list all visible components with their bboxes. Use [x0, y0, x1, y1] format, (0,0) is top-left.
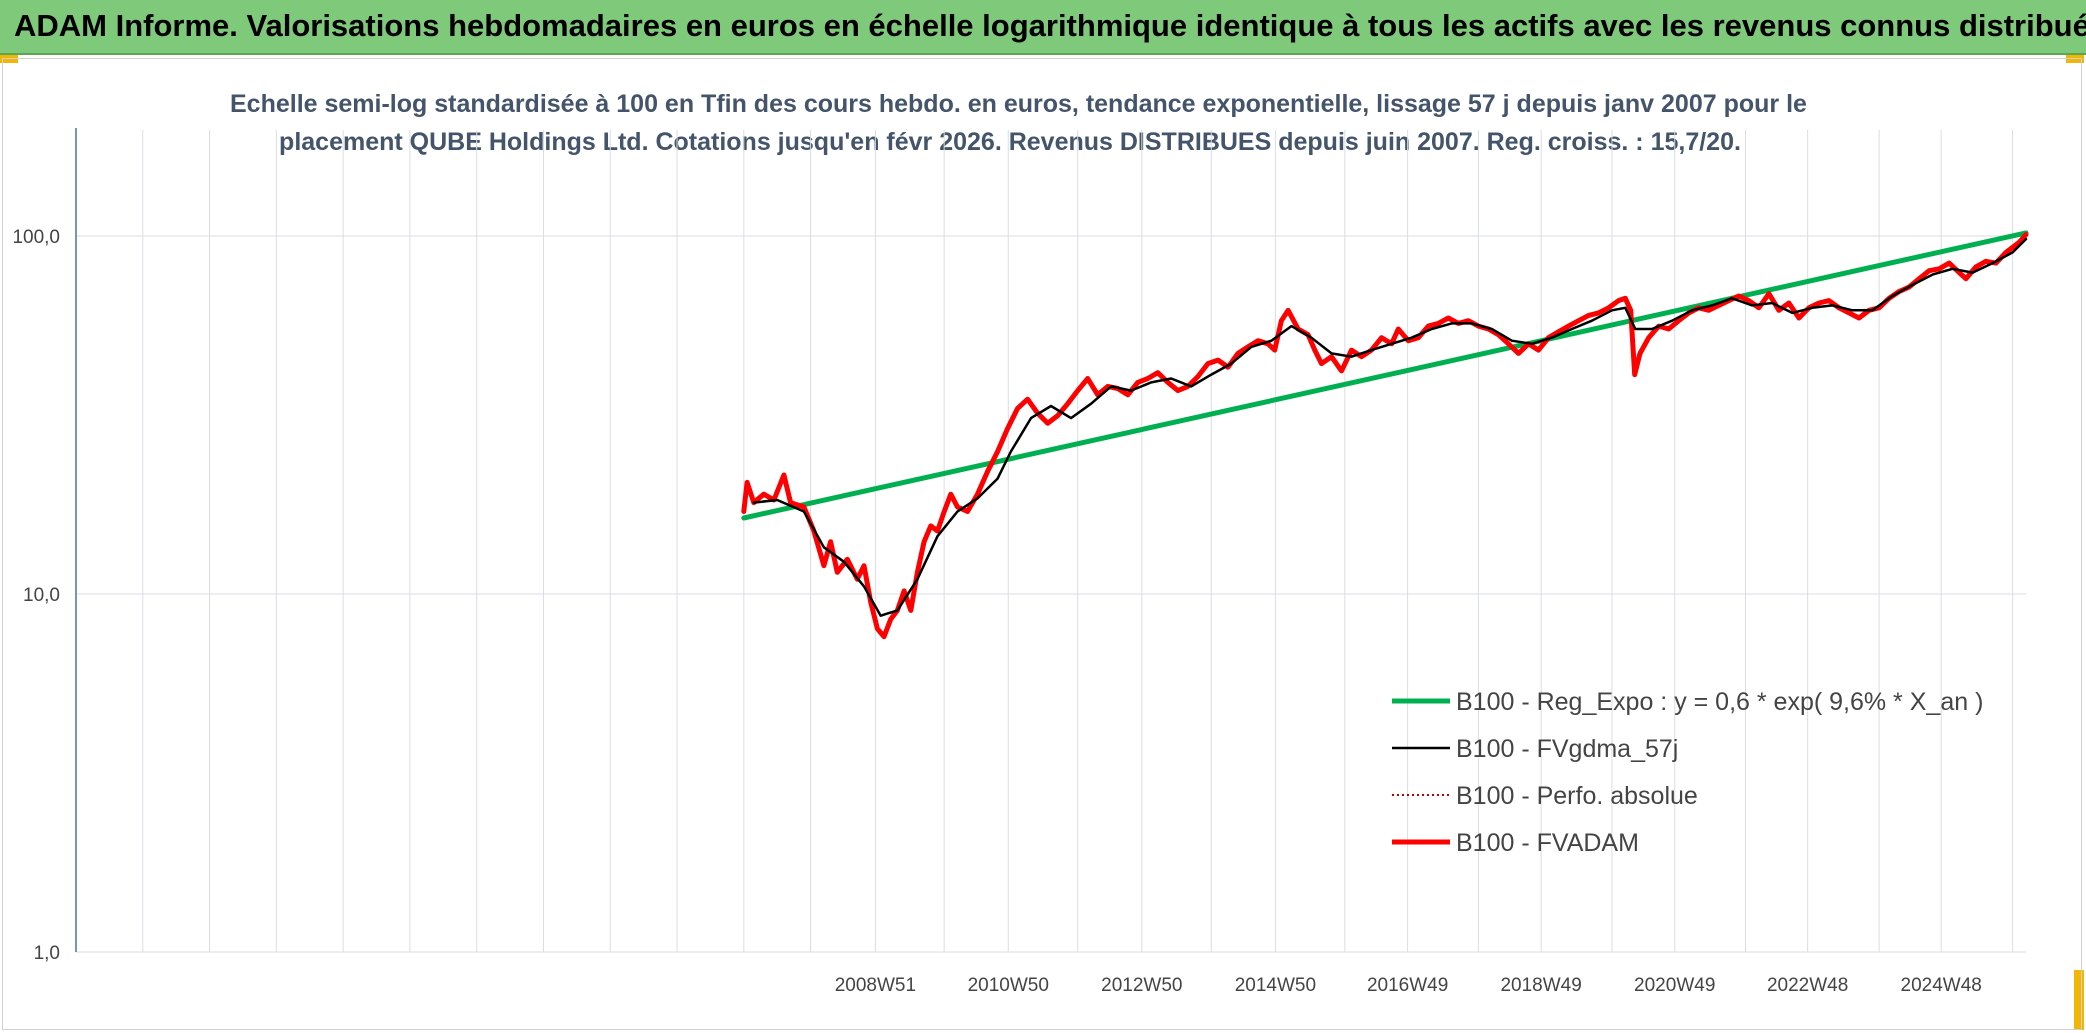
x-tick-label: 2012W50	[1101, 975, 1182, 996]
y-tick-label: 1,0	[34, 943, 60, 964]
y-tick-label: 10,0	[23, 585, 60, 606]
legend-label: B100 - Perfo. absolue	[1456, 782, 1698, 810]
y-tick-label: 100,0	[12, 227, 60, 248]
x-tick-label: 2022W48	[1767, 975, 1848, 996]
series-line-0	[741, 230, 2029, 521]
x-tick-label: 2024W48	[1901, 975, 1982, 996]
chart-frame	[2, 58, 2082, 1030]
legend-label: B100 - FVgdma_57j	[1456, 735, 1678, 763]
x-tick-label: 2016W49	[1367, 975, 1448, 996]
series-line-1	[752, 237, 2028, 617]
x-tick-label: 2014W50	[1235, 975, 1316, 996]
corner-accent-top-right	[2066, 55, 2084, 63]
legend-label: B100 - Reg_Expo : y = 0,6 * exp( 9,6% * …	[1456, 688, 1983, 716]
legend-label: B100 - FVADAM	[1456, 829, 1639, 857]
corner-accent-bottom-right	[2074, 970, 2084, 1030]
x-tick-label: 2020W49	[1634, 975, 1715, 996]
report-title: ADAM Informe. Valorisations hebdomadaire…	[14, 8, 2086, 43]
chart-subtitle-line-2: placement QUBE Holdings Ltd. Cotations j…	[279, 128, 1741, 156]
series-line-3	[741, 232, 2029, 640]
x-tick-label: 2010W50	[968, 975, 1049, 996]
chart-subtitle-line-1: Echelle semi-log standardisée à 100 en T…	[230, 90, 1807, 118]
title-banner: ADAM Informe. Valorisations hebdomadaire…	[0, 0, 2086, 55]
x-tick-label: 2008W51	[835, 975, 916, 996]
x-tick-label: 2018W49	[1500, 975, 1581, 996]
corner-accent-top-left	[0, 55, 18, 63]
